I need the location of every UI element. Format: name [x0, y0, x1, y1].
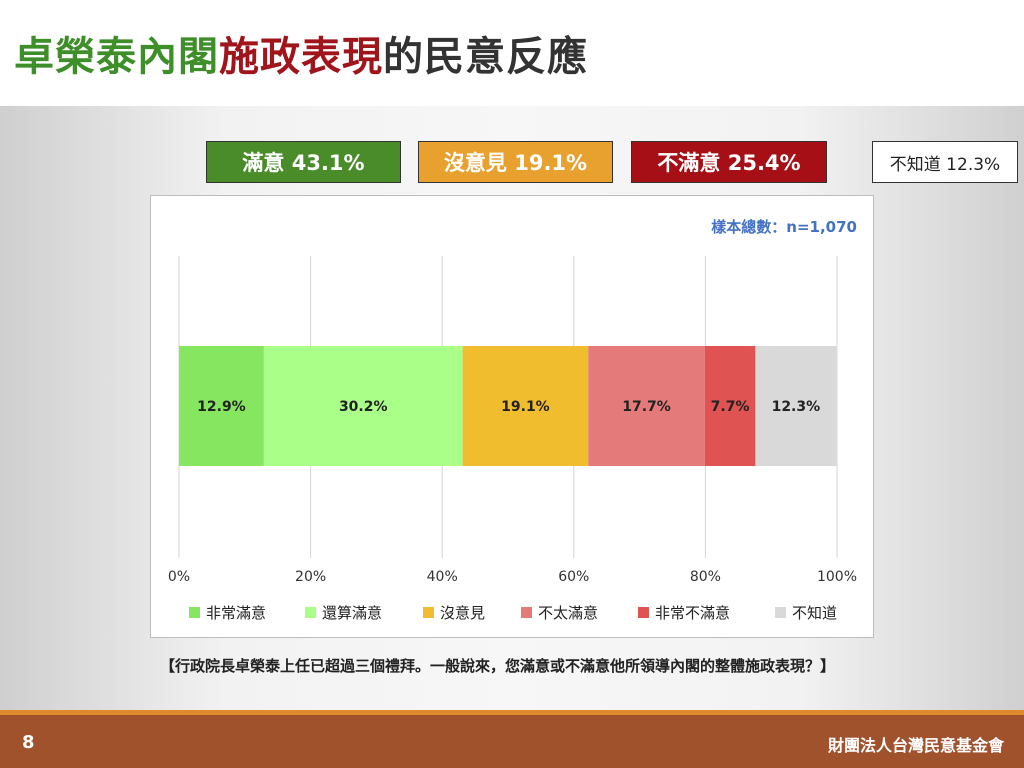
bar-segment	[588, 346, 705, 466]
legend-label: 不知道	[792, 604, 837, 622]
legend-swatch	[189, 607, 200, 618]
sample-size-note: 樣本總數：n=1,070	[711, 218, 857, 236]
legend-swatch	[521, 607, 532, 618]
legend-swatch	[423, 607, 434, 618]
legend-label: 沒意見	[440, 604, 485, 622]
survey-question: 【行政院長卓榮泰上任已超過三個禮拜。一般說來，您滿意或不滿意他所領導內閣的整體施…	[160, 657, 836, 675]
summary-dissatisfied-box: 不滿意 25.4%	[631, 141, 827, 183]
summary-satisfied-box: 滿意 43.1%	[206, 141, 401, 183]
data-label: 30.2%	[339, 399, 388, 415]
bar-segment	[755, 346, 837, 466]
legend-label: 非常不滿意	[655, 604, 730, 622]
bar-segment	[704, 346, 756, 466]
legend-label: 還算滿意	[322, 604, 382, 622]
organization-name: 財團法人台灣民意基金會	[827, 736, 1004, 755]
bar-segment	[263, 346, 463, 466]
summary-neutral-box: 沒意見 19.1%	[418, 141, 613, 183]
data-label: 12.9%	[197, 399, 246, 415]
legend-label: 不太滿意	[538, 604, 598, 622]
legend-swatch	[775, 607, 786, 618]
legend-swatch	[638, 607, 649, 618]
summary-unknown-box: 不知道 12.3%	[872, 141, 1018, 183]
footer-bar: 8 財團法人台灣民意基金會	[0, 710, 1024, 768]
title-bar: 卓榮泰內閣施政表現的民意反應	[0, 0, 1024, 106]
page-number: 8	[22, 732, 35, 753]
legend-swatch	[305, 607, 316, 618]
x-tick-label: 100%	[817, 569, 857, 585]
title-part-3: 的民意反應	[383, 34, 588, 80]
stacked-bar-chart: 0% 20% 40% 60% 80% 100% 12.9% 30.2% 19.1% 17.7% 7.…	[168, 256, 857, 622]
x-tick-label: 0%	[168, 569, 190, 585]
x-tick-label: 60%	[558, 569, 589, 585]
legend-label: 非常滿意	[206, 604, 266, 622]
data-label: 7.7%	[711, 399, 750, 415]
data-label: 19.1%	[501, 399, 550, 415]
chart-panel: 樣本總數：n=1,070 0% 20% 40% 60% 80% 100% 12.9% 30.2…	[150, 195, 874, 638]
bar-segment	[462, 346, 589, 466]
x-tick-label: 40%	[427, 569, 458, 585]
data-label: 12.3%	[772, 399, 821, 415]
title-part-2: 施政表現	[219, 34, 383, 80]
data-label: 17.7%	[622, 399, 671, 415]
footer-accent-line	[0, 710, 1024, 715]
bar-segment	[179, 346, 264, 466]
x-tick-label: 20%	[295, 569, 326, 585]
x-tick-label: 80%	[690, 569, 721, 585]
page-title: 卓榮泰內閣施政表現的民意反應	[14, 24, 588, 82]
title-part-1: 卓榮泰內閣	[14, 34, 219, 80]
